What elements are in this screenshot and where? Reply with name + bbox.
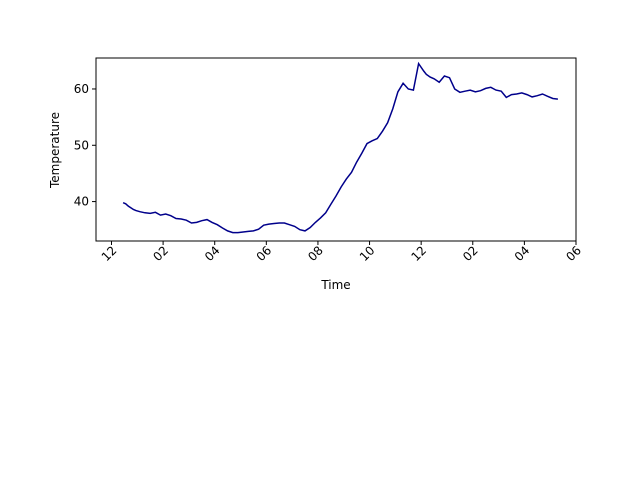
y-axis-label: Temperature [48,112,62,189]
x-tick-label: 04 [512,243,533,264]
x-tick-label: 12 [408,243,429,264]
x-axis-label: Time [320,278,350,292]
x-axis: 12 02 04 06 08 10 12 02 04 06 [99,241,584,264]
y-tick-label: 50 [74,138,89,152]
x-tick-label: 08 [305,243,326,264]
plot-frame [95,57,577,242]
y-tick-label: 40 [74,195,89,209]
x-tick-label: 02 [150,243,171,264]
temperature-series-line [122,61,558,234]
y-axis: 40 50 60 [74,82,96,209]
x-tick-label: 06 [254,243,275,264]
x-tick-label: 12 [99,243,120,264]
y-tick-label: 60 [74,82,89,96]
x-tick-label: 02 [460,243,481,264]
x-tick-label: 10 [357,243,378,264]
x-tick-label: 04 [202,243,223,264]
x-tick-label: 06 [563,243,584,264]
